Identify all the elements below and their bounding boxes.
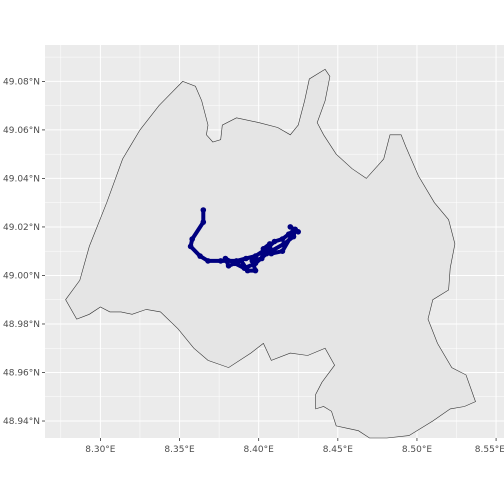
y-tick-label: 48.98°N xyxy=(3,320,40,330)
track-point xyxy=(252,267,259,274)
y-tick-label: 48.94°N xyxy=(3,417,40,427)
gps-track xyxy=(187,207,302,274)
track-point xyxy=(279,236,286,242)
y-tick-label: 49.06°N xyxy=(3,126,40,136)
track-point xyxy=(287,224,294,230)
y-axis: 48.94°N 48.96°N 48.98°N 49.00°N 49.02°N 49.04… xyxy=(3,77,45,427)
track-point xyxy=(252,253,259,259)
track-point xyxy=(290,233,297,240)
x-axis: 8.30°E 8.35°E 8.40°E 8.45°E 8.50°E 8.55°E xyxy=(85,438,504,455)
track-point xyxy=(222,255,229,262)
x-tick-label: 8.30°E xyxy=(85,445,116,455)
track-point xyxy=(260,246,267,252)
track-point xyxy=(279,248,286,254)
track-point xyxy=(295,229,302,235)
x-tick-label: 8.40°E xyxy=(244,445,275,455)
track-point xyxy=(200,207,207,213)
track-point xyxy=(200,219,207,225)
track-point xyxy=(285,231,292,237)
track-point xyxy=(217,258,224,264)
track-point xyxy=(205,258,211,264)
track-point xyxy=(187,243,194,250)
track-point xyxy=(244,267,251,274)
y-tick-label: 49.04°N xyxy=(3,174,40,184)
y-tick-label: 49.00°N xyxy=(3,271,40,281)
track-point xyxy=(243,255,249,262)
track-point xyxy=(268,250,275,257)
track-point xyxy=(271,238,278,245)
track-point xyxy=(238,258,245,264)
track-point xyxy=(197,253,203,259)
x-tick-label: 8.45°E xyxy=(323,445,354,455)
x-tick-label: 8.50°E xyxy=(402,445,433,455)
y-tick-label: 49.08°N xyxy=(3,77,40,87)
track-point xyxy=(259,255,265,262)
track-point xyxy=(267,241,273,247)
track-point xyxy=(232,260,238,267)
track-point xyxy=(189,236,195,242)
x-tick-label: 8.35°E xyxy=(164,445,195,455)
y-tick-label: 49.02°N xyxy=(3,223,40,233)
track-point xyxy=(263,250,270,257)
x-tick-label: 8.55°E xyxy=(475,445,504,455)
y-tick-label: 48.96°N xyxy=(3,369,40,379)
track-point xyxy=(281,241,287,247)
track-point xyxy=(225,263,232,269)
track-point xyxy=(249,258,256,264)
